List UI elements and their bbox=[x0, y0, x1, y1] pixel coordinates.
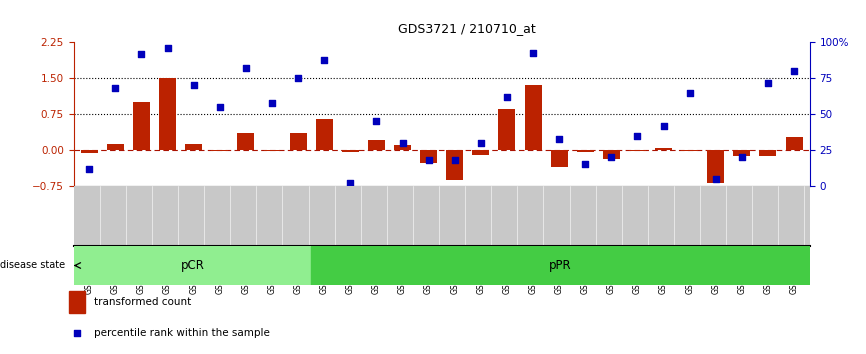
Point bbox=[396, 140, 410, 146]
Bar bbox=[603, 150, 620, 159]
Bar bbox=[263, 150, 281, 151]
Point bbox=[787, 68, 801, 74]
Bar bbox=[289, 133, 307, 150]
Point bbox=[422, 157, 436, 163]
Point bbox=[265, 100, 279, 105]
Bar bbox=[311, 246, 810, 285]
Bar bbox=[342, 150, 359, 152]
Bar bbox=[472, 150, 489, 155]
Bar bbox=[159, 78, 176, 150]
Point bbox=[735, 154, 749, 160]
Bar bbox=[368, 141, 385, 150]
Bar bbox=[237, 133, 255, 150]
Point bbox=[553, 136, 566, 141]
Point bbox=[70, 331, 84, 336]
Point bbox=[344, 180, 358, 186]
Point bbox=[578, 161, 592, 167]
Point bbox=[108, 86, 122, 91]
Point bbox=[761, 80, 775, 85]
Bar bbox=[211, 150, 229, 151]
Point bbox=[82, 166, 96, 171]
Bar bbox=[394, 145, 411, 150]
Text: GDS3721 / 210710_at: GDS3721 / 210710_at bbox=[398, 22, 536, 35]
Bar bbox=[133, 102, 150, 150]
Bar bbox=[107, 144, 124, 150]
Point bbox=[682, 90, 696, 96]
Point bbox=[630, 133, 644, 138]
Bar bbox=[69, 291, 85, 313]
Bar bbox=[655, 148, 672, 150]
Text: pCR: pCR bbox=[180, 259, 204, 272]
Text: percentile rank within the sample: percentile rank within the sample bbox=[94, 328, 269, 338]
Bar bbox=[81, 150, 98, 153]
Bar bbox=[499, 109, 515, 150]
Bar bbox=[629, 150, 646, 151]
Bar bbox=[446, 150, 463, 179]
Bar bbox=[551, 150, 567, 167]
Bar bbox=[682, 150, 698, 151]
Point bbox=[370, 119, 384, 124]
Bar bbox=[759, 150, 777, 156]
Bar bbox=[525, 85, 541, 150]
Point bbox=[604, 154, 618, 160]
Bar bbox=[316, 119, 333, 150]
Point bbox=[474, 140, 488, 146]
Text: disease state: disease state bbox=[0, 261, 65, 270]
Point bbox=[708, 176, 722, 182]
Point bbox=[500, 94, 514, 100]
Text: transformed count: transformed count bbox=[94, 297, 191, 307]
Point bbox=[656, 123, 670, 129]
Bar bbox=[577, 150, 594, 152]
Point bbox=[134, 51, 148, 57]
Text: pPR: pPR bbox=[549, 259, 572, 272]
Bar bbox=[708, 150, 724, 183]
Bar bbox=[185, 144, 202, 150]
Bar bbox=[785, 137, 803, 150]
Point bbox=[526, 50, 540, 55]
Bar bbox=[734, 150, 750, 156]
Point bbox=[291, 75, 305, 81]
Point bbox=[317, 57, 331, 63]
Point bbox=[187, 82, 201, 88]
Bar bbox=[74, 246, 311, 285]
Point bbox=[239, 65, 253, 71]
Bar bbox=[420, 150, 437, 164]
Point bbox=[161, 45, 175, 51]
Point bbox=[213, 104, 227, 110]
Point bbox=[448, 157, 462, 163]
